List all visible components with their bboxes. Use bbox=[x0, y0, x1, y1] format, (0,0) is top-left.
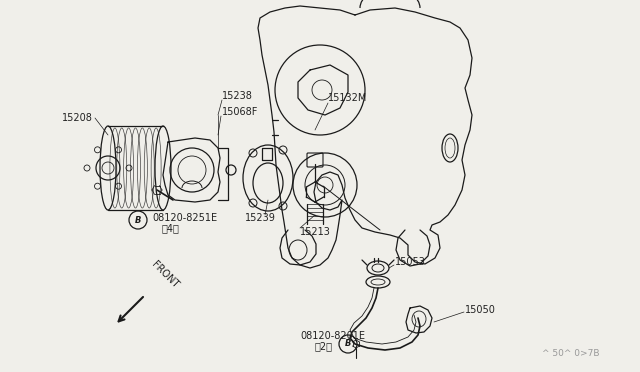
Text: （4）: （4） bbox=[162, 223, 180, 233]
Text: 15238: 15238 bbox=[222, 91, 253, 101]
Text: 15213: 15213 bbox=[300, 227, 331, 237]
Text: （2）: （2） bbox=[315, 341, 333, 351]
Text: 15068F: 15068F bbox=[222, 107, 259, 117]
Text: 08120-8201E: 08120-8201E bbox=[300, 331, 365, 341]
Text: B: B bbox=[345, 340, 351, 349]
Text: ^ 50^ 0>7B: ^ 50^ 0>7B bbox=[543, 349, 600, 358]
Text: 15208: 15208 bbox=[62, 113, 93, 123]
Text: 15132M: 15132M bbox=[328, 93, 367, 103]
Text: 15050: 15050 bbox=[465, 305, 496, 315]
Text: 08120-8251E: 08120-8251E bbox=[152, 213, 217, 223]
Text: 15053: 15053 bbox=[395, 257, 426, 267]
Text: B: B bbox=[135, 215, 141, 224]
Text: FRONT: FRONT bbox=[150, 259, 180, 290]
Text: 15239: 15239 bbox=[245, 213, 276, 223]
